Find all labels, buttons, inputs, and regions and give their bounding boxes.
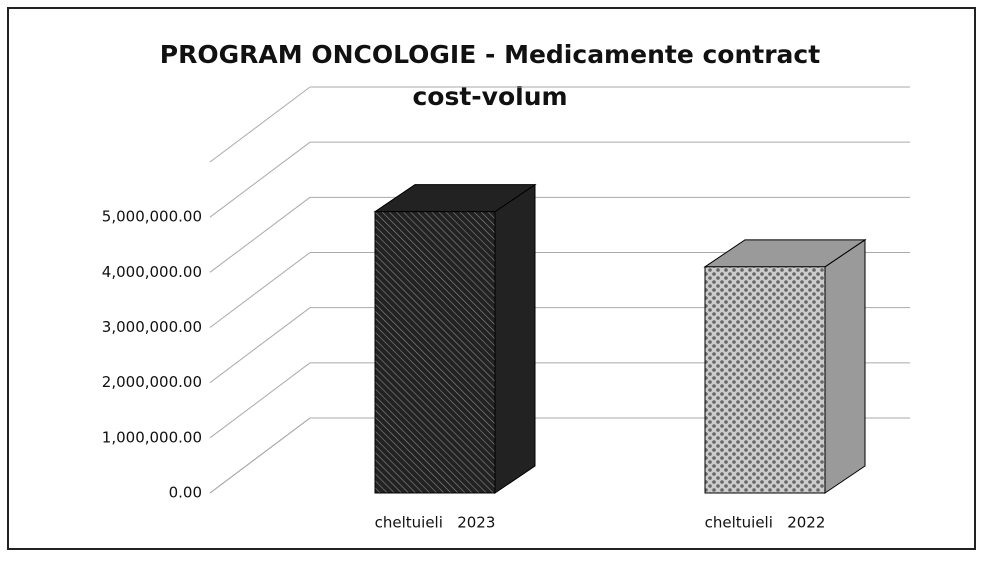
chart-border: [7, 7, 976, 550]
x-tick-label: cheltuieli 2022: [705, 514, 826, 532]
y-tick-label: 3,000,000.00: [102, 318, 202, 336]
grid-line: [209, 252, 311, 328]
bar: [374, 211, 496, 494]
grid-line: [209, 362, 311, 439]
grid-line: [209, 417, 311, 494]
bar: [704, 266, 826, 494]
y-tick-label: 4,000,000.00: [102, 263, 202, 281]
y-tick-label: 1,000,000.00: [102, 428, 202, 446]
y-tick-label: 5,000,000.00: [102, 208, 202, 226]
x-tick-label: cheltuieli 2023: [375, 514, 496, 532]
grid-line: [209, 86, 311, 163]
chart-title: cost-volum: [412, 82, 567, 111]
bar-side: [824, 238, 866, 494]
bar-side: [494, 183, 536, 494]
grid-line: [209, 141, 311, 218]
y-tick-label: 0.00: [169, 484, 202, 502]
chart-title: PROGRAM ONCOLOGIE - Medicamente contract: [160, 40, 820, 69]
grid-line: [209, 196, 311, 273]
y-tick-label: 2,000,000.00: [102, 373, 202, 391]
grid-line: [209, 307, 311, 384]
